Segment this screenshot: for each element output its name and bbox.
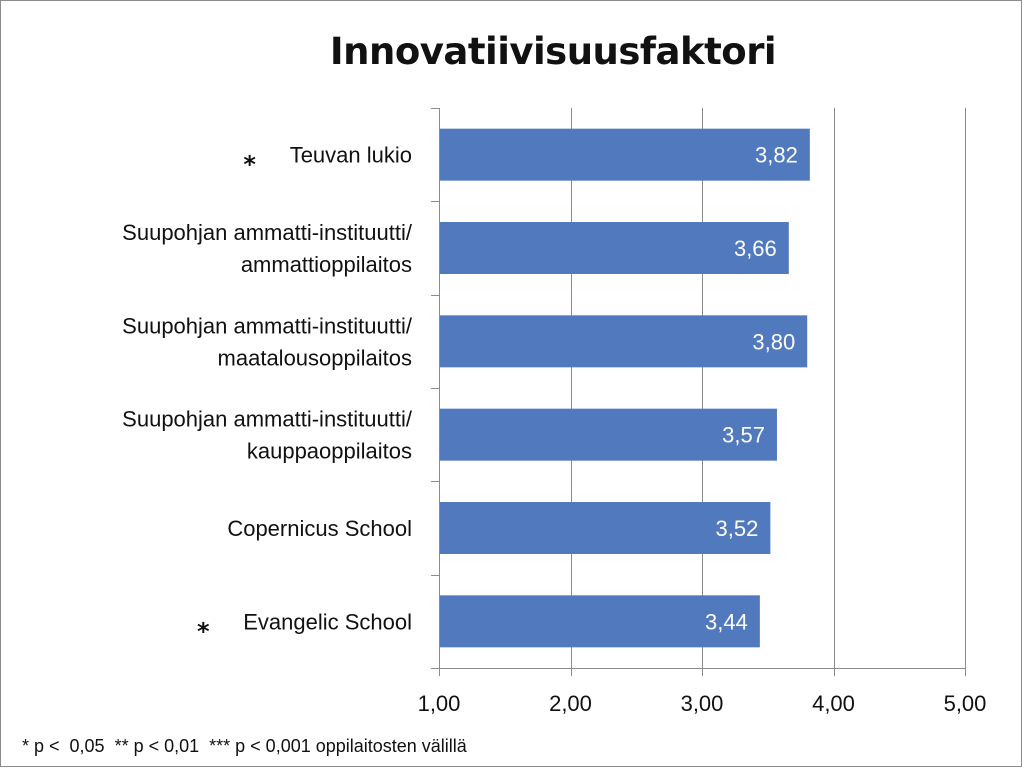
data-label-3: 3,57 bbox=[722, 423, 765, 448]
category-label-5-0: Evangelic School bbox=[243, 609, 412, 634]
category-label-0-0: Teuvan lukio bbox=[290, 143, 412, 168]
category-label-4-0: Copernicus School bbox=[227, 516, 412, 541]
significance-marker-0: * bbox=[243, 151, 256, 179]
category-label-1-1: ammattioppilaitos bbox=[241, 252, 412, 277]
category-label-1-0: Suupohjan ammatti-instituutti/ bbox=[122, 220, 413, 245]
bar-3 bbox=[439, 408, 777, 461]
data-label-2: 3,80 bbox=[752, 329, 795, 354]
bar-2 bbox=[439, 315, 808, 368]
significance-marker-5: * bbox=[197, 617, 210, 645]
data-label-0: 3,82 bbox=[755, 143, 798, 168]
bar-4 bbox=[439, 502, 771, 554]
data-label-1: 3,66 bbox=[734, 236, 777, 261]
data-label-4: 3,52 bbox=[716, 516, 759, 541]
x-tick-label-4: 5,00 bbox=[944, 691, 987, 716]
bar-0 bbox=[439, 128, 810, 181]
x-tick-label-0: 1,00 bbox=[418, 691, 461, 716]
category-label-3-0: Suupohjan ammatti-instituutti/ bbox=[122, 407, 413, 432]
x-tick-label-3: 4,00 bbox=[812, 691, 855, 716]
footnote: * p < 0,05 ** p < 0,01 *** p < 0,001 opp… bbox=[22, 736, 467, 756]
category-label-2-0: Suupohjan ammatti-instituutti/ bbox=[122, 313, 413, 338]
chart-title: Innovatiivisuusfaktori bbox=[329, 30, 777, 73]
bar-5 bbox=[439, 595, 760, 648]
bar-1 bbox=[439, 222, 789, 274]
category-label-2-1: maatalousoppilaitos bbox=[218, 345, 412, 370]
x-tick-label-2: 3,00 bbox=[681, 691, 724, 716]
category-label-3-1: kauppaoppilaitos bbox=[247, 439, 412, 464]
data-label-5: 3,44 bbox=[705, 609, 748, 634]
x-tick-label-1: 2,00 bbox=[549, 691, 592, 716]
